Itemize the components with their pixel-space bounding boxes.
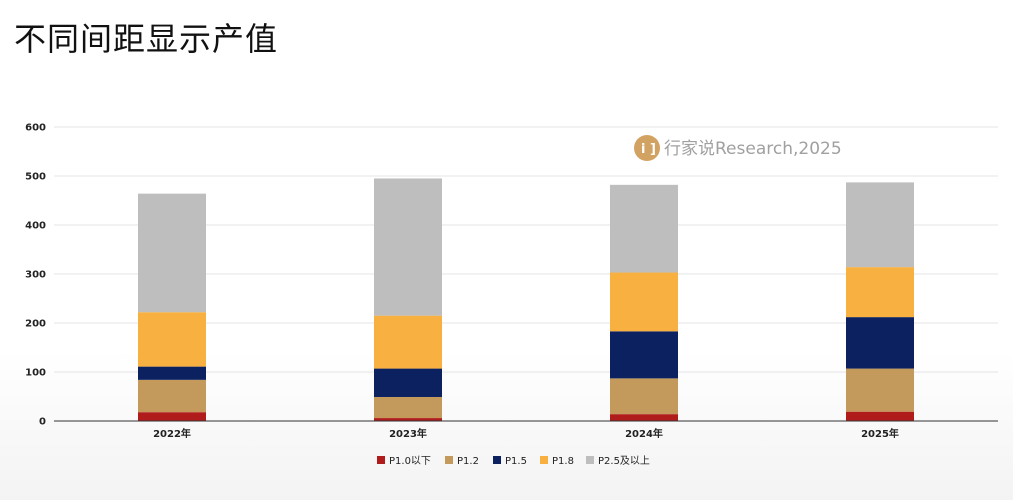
x-tick-label: 2023年 bbox=[389, 427, 427, 440]
y-tick-label: 0 bbox=[39, 417, 46, 428]
gridlines bbox=[54, 126, 998, 373]
watermark: i ] 行家说Research,2025 bbox=[634, 135, 842, 161]
bar-segment bbox=[138, 366, 206, 380]
y-tick-label: 500 bbox=[25, 172, 46, 183]
legend-swatch bbox=[445, 456, 453, 464]
legend-label: P1.5 bbox=[505, 456, 527, 467]
legend-label: P1.2 bbox=[457, 456, 479, 467]
bar-segment bbox=[138, 412, 206, 421]
legend-label: P2.5及以上 bbox=[598, 455, 650, 467]
watermark-text: 行家说Research,2025 bbox=[664, 139, 842, 159]
bar-segment bbox=[138, 379, 206, 413]
legend: P1.0以下 P1.2 P1.5 P1.8 P2.5及以上 bbox=[377, 455, 650, 467]
bar-segment bbox=[374, 368, 442, 397]
legend-label: P1.0以下 bbox=[389, 456, 431, 467]
bar-segment bbox=[138, 193, 206, 313]
x-axis: 2022年 2023年 2024年 2025年 bbox=[54, 420, 998, 440]
bar-segment bbox=[374, 315, 442, 369]
legend-label: P1.8 bbox=[552, 456, 574, 467]
watermark-logo-glyph-icon: i bbox=[641, 142, 645, 157]
y-tick-label: 300 bbox=[25, 270, 46, 281]
bar-segment bbox=[374, 418, 442, 421]
bar-segment bbox=[138, 312, 206, 367]
legend-swatch bbox=[540, 456, 548, 464]
bar-segment bbox=[374, 396, 442, 419]
x-tick-label: 2022年 bbox=[153, 427, 191, 440]
bar-segment bbox=[610, 378, 678, 415]
bars bbox=[138, 178, 914, 421]
bar-segment bbox=[374, 178, 442, 316]
page-title: 不同间距显示产值 bbox=[14, 20, 279, 58]
bar-segment bbox=[846, 368, 914, 412]
bar-segment bbox=[610, 331, 678, 379]
bar-segment bbox=[610, 414, 678, 421]
legend-swatch bbox=[493, 456, 501, 464]
bar-segment bbox=[846, 182, 914, 268]
y-tick-label: 100 bbox=[25, 368, 46, 379]
x-tick-label: 2025年 bbox=[861, 427, 899, 440]
bar-segment bbox=[846, 317, 914, 369]
watermark-logo-glyph2-icon: ] bbox=[650, 142, 656, 157]
x-tick-label: 2024年 bbox=[625, 427, 663, 440]
y-tick-label: 200 bbox=[25, 319, 46, 330]
bar-segment bbox=[610, 184, 678, 273]
legend-swatch bbox=[377, 456, 385, 464]
y-tick-label: 600 bbox=[25, 123, 46, 134]
legend-swatch bbox=[586, 456, 594, 464]
y-tick-label: 400 bbox=[25, 221, 46, 232]
y-axis: 0 100 200 300 400 500 600 bbox=[25, 123, 46, 428]
bar-segment bbox=[846, 267, 914, 318]
bar-segment bbox=[846, 411, 914, 421]
watermark-logo-icon bbox=[634, 135, 660, 161]
bar-segment bbox=[610, 272, 678, 332]
